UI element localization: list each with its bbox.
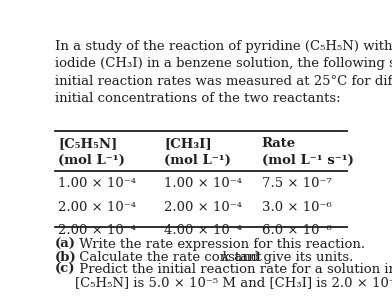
Text: [C₅H₅N]: [C₅H₅N] (58, 137, 117, 150)
Text: (a): (a) (55, 238, 76, 251)
Text: Rate: Rate (261, 137, 296, 150)
Text: Predict the initial reaction rate for a solution in which: Predict the initial reaction rate for a … (75, 263, 392, 276)
Text: 7.5 × 10⁻⁷: 7.5 × 10⁻⁷ (261, 178, 332, 191)
Text: 2.00 × 10⁻⁴: 2.00 × 10⁻⁴ (165, 201, 242, 214)
Text: 1.00 × 10⁻⁴: 1.00 × 10⁻⁴ (165, 178, 242, 191)
Text: In a study of the reaction of pyridine (C₅H₅N) with methyl
iodide (CH₃I) in a be: In a study of the reaction of pyridine (… (55, 40, 392, 105)
Text: 2.00 × 10⁻⁴: 2.00 × 10⁻⁴ (58, 224, 136, 237)
Text: (mol L⁻¹): (mol L⁻¹) (58, 154, 125, 167)
Text: (mol L⁻¹ s⁻¹): (mol L⁻¹ s⁻¹) (261, 154, 354, 167)
Text: 1.00 × 10⁻⁴: 1.00 × 10⁻⁴ (58, 178, 136, 191)
Text: k: k (221, 250, 229, 263)
Text: [C₅H₅N] is 5.0 × 10⁻⁵ M and [CH₃I] is 2.0 × 10⁻⁵ M.: [C₅H₅N] is 5.0 × 10⁻⁵ M and [CH₃I] is 2.… (75, 276, 392, 289)
Text: 2.00 × 10⁻⁴: 2.00 × 10⁻⁴ (58, 201, 136, 214)
Text: (c): (c) (55, 263, 76, 276)
Text: [CH₃I]: [CH₃I] (165, 137, 212, 150)
Text: Calculate the rate constant: Calculate the rate constant (75, 250, 266, 263)
Text: and give its units.: and give its units. (230, 250, 353, 263)
Text: (mol L⁻¹): (mol L⁻¹) (165, 154, 231, 167)
Text: Write the rate expression for this reaction.: Write the rate expression for this react… (75, 238, 365, 251)
Text: 6.0 × 10⁻⁶: 6.0 × 10⁻⁶ (261, 224, 331, 237)
Text: (b): (b) (55, 250, 77, 263)
Text: 4.00 × 10⁻⁴: 4.00 × 10⁻⁴ (165, 224, 242, 237)
Text: 3.0 × 10⁻⁶: 3.0 × 10⁻⁶ (261, 201, 331, 214)
